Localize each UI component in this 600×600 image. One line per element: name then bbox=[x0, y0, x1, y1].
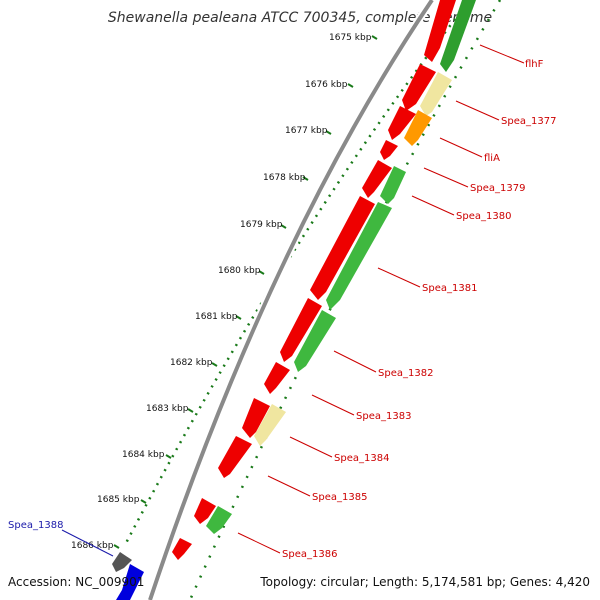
tick-label: 1675 kbp bbox=[329, 33, 372, 43]
accession-text: Accession: NC_009901 bbox=[8, 575, 144, 589]
label-line bbox=[455, 100, 500, 121]
tick-label: 1680 kbp bbox=[218, 266, 261, 276]
gene-label-spea-1383[interactable]: Spea_1383 bbox=[356, 411, 411, 422]
inner-dotted-arc bbox=[188, 0, 502, 600]
label-line bbox=[333, 350, 377, 373]
tick-1683 bbox=[187, 408, 194, 413]
tick-1685 bbox=[140, 499, 147, 504]
label-line bbox=[439, 137, 483, 158]
gene-forward[interactable] bbox=[310, 196, 375, 300]
label-line bbox=[61, 529, 114, 557]
gene-reverse[interactable] bbox=[116, 564, 144, 600]
gene-label-lines bbox=[61, 44, 525, 557]
label-line bbox=[479, 44, 525, 64]
tick-1677 bbox=[325, 130, 332, 135]
tick-label: 1677 kbp bbox=[285, 126, 328, 136]
map-title: Shewanella pealeana ATCC 700345, complet… bbox=[108, 10, 492, 26]
gene-label-spea-1386[interactable]: Spea_1386 bbox=[282, 549, 337, 560]
genome-summary-text: Topology: circular; Length: 5,174,581 bp… bbox=[259, 575, 590, 589]
gene-label-spea-1384[interactable]: Spea_1384 bbox=[334, 453, 389, 464]
label-line bbox=[411, 195, 455, 216]
genome-backbone bbox=[146, 0, 436, 600]
gene-reverse[interactable] bbox=[440, 0, 476, 72]
tick-label: 1685 kbp bbox=[97, 495, 140, 505]
tick-label: 1682 kbp bbox=[170, 358, 213, 368]
tick-1684 bbox=[165, 454, 172, 459]
gene-forward[interactable] bbox=[194, 498, 216, 524]
label-line bbox=[311, 394, 355, 416]
gene-reverse[interactable] bbox=[420, 72, 452, 116]
tick-1675 bbox=[371, 35, 378, 40]
gene-reverse[interactable] bbox=[404, 110, 432, 146]
gene-forward[interactable] bbox=[172, 538, 192, 560]
tick-1686 bbox=[113, 544, 120, 549]
tick-1680 bbox=[258, 270, 265, 275]
scale-ticks bbox=[113, 35, 378, 549]
tick-1682 bbox=[211, 362, 218, 367]
forward-strand-genes bbox=[172, 0, 456, 560]
gene-label-spea-1380[interactable]: Spea_1380 bbox=[456, 211, 511, 222]
gene-forward[interactable] bbox=[264, 362, 290, 394]
tick-1679 bbox=[280, 224, 287, 229]
gene-forward[interactable] bbox=[242, 398, 270, 438]
tick-label: 1679 kbp bbox=[240, 220, 283, 230]
gene-label-spea-1381[interactable]: Spea_1381 bbox=[422, 283, 477, 294]
gene-reverse[interactable] bbox=[254, 404, 286, 446]
gene-label-spea-1382[interactable]: Spea_1382 bbox=[378, 368, 433, 379]
gene-label-spea-1377[interactable]: Spea_1377 bbox=[501, 116, 556, 127]
gene-reverse[interactable] bbox=[326, 202, 392, 310]
tick-label: 1676 kbp bbox=[305, 80, 348, 90]
gene-reverse[interactable] bbox=[112, 552, 132, 572]
tick-1676 bbox=[347, 83, 354, 88]
gene-forward[interactable] bbox=[402, 64, 436, 111]
gene-forward[interactable] bbox=[424, 0, 456, 62]
label-line bbox=[289, 436, 333, 458]
label-line bbox=[267, 475, 311, 497]
gene-forward[interactable] bbox=[218, 436, 252, 478]
gene-forward[interactable] bbox=[280, 298, 322, 362]
gene-label-spea-1385[interactable]: Spea_1385 bbox=[312, 492, 367, 503]
label-line bbox=[423, 167, 469, 188]
gene-label-spea-1379[interactable]: Spea_1379 bbox=[470, 183, 525, 194]
gene-label-spea-1388[interactable]: Spea_1388 bbox=[8, 520, 63, 531]
tick-1678 bbox=[302, 176, 309, 181]
tick-label: 1683 kbp bbox=[146, 404, 189, 414]
gene-forward[interactable] bbox=[380, 140, 398, 160]
gene-forward[interactable] bbox=[388, 106, 416, 140]
label-line bbox=[237, 532, 281, 554]
genome-backbone-line bbox=[148, 0, 434, 600]
gene-forward[interactable] bbox=[362, 160, 392, 198]
gene-label-fliA[interactable]: fliA bbox=[484, 153, 500, 164]
reverse-strand-genes bbox=[112, 0, 476, 600]
gene-reverse[interactable] bbox=[380, 166, 406, 204]
gene-labels: flhF Spea_1377 fliA Spea_1379 Spea_1380 … bbox=[8, 59, 556, 560]
tick-1681 bbox=[235, 315, 242, 320]
tick-label: 1684 kbp bbox=[122, 450, 165, 460]
gene-reverse[interactable] bbox=[206, 506, 232, 534]
gene-label-flhF[interactable]: flhF bbox=[525, 59, 544, 70]
tick-label: 1681 kbp bbox=[195, 312, 238, 322]
tick-label: 1678 kbp bbox=[263, 173, 306, 183]
gene-reverse[interactable] bbox=[294, 310, 336, 372]
label-line bbox=[377, 267, 421, 288]
